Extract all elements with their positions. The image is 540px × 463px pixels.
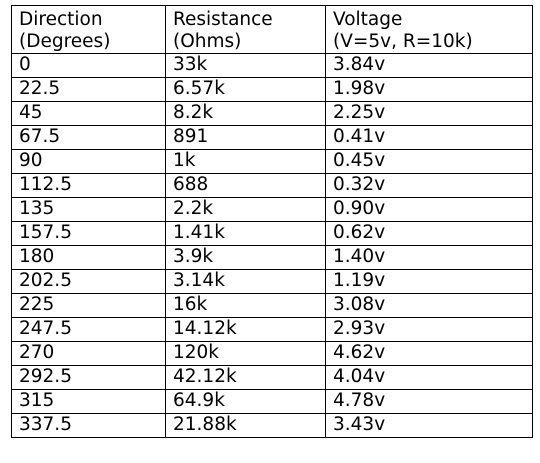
- table-row: 337.5 21.88k 3.43v: [11, 413, 533, 438]
- cell-voltage: 0.41v: [325, 125, 533, 150]
- header-row: Direction (Degrees) Resistance (Ohms) Vo…: [11, 5, 533, 54]
- cell-resistance: 42.12k: [165, 365, 326, 390]
- cell-voltage: 3.08v: [325, 293, 533, 318]
- cell-resistance: 2.2k: [165, 197, 326, 222]
- cell-resistance: 1.41k: [165, 221, 326, 246]
- cell-direction: 337.5: [11, 413, 166, 438]
- cell-voltage: 1.40v: [325, 245, 533, 270]
- table-row: 315 64.9k 4.78v: [11, 389, 533, 414]
- cell-voltage: 3.43v: [325, 413, 533, 438]
- table-row: 112.5 688 0.32v: [11, 173, 533, 198]
- table-row: 157.5 1.41k 0.62v: [11, 221, 533, 246]
- cell-resistance: 8.2k: [165, 101, 326, 126]
- wind-direction-table: Direction (Degrees) Resistance (Ohms) Vo…: [11, 5, 533, 438]
- cell-voltage: 0.62v: [325, 221, 533, 246]
- cell-direction: 247.5: [11, 317, 166, 342]
- cell-voltage: 0.32v: [325, 173, 533, 198]
- table-row: 45 8.2k 2.25v: [11, 101, 533, 126]
- table-row: 90 1k 0.45v: [11, 149, 533, 174]
- cell-resistance: 891: [165, 125, 326, 150]
- cell-direction: 90: [11, 149, 166, 174]
- cell-voltage: 4.78v: [325, 389, 533, 414]
- cell-resistance: 21.88k: [165, 413, 326, 438]
- cell-direction: 157.5: [11, 221, 166, 246]
- cell-direction: 202.5: [11, 269, 166, 294]
- cell-voltage: 3.84v: [325, 53, 533, 78]
- header-direction-line2: (Degrees): [19, 31, 111, 52]
- cell-resistance: 14.12k: [165, 317, 326, 342]
- table-row: 67.5 891 0.41v: [11, 125, 533, 150]
- cell-voltage: 4.04v: [325, 365, 533, 390]
- header-direction-line1: Direction: [19, 9, 103, 30]
- header-voltage-line2: (V=5v, R=10k): [333, 31, 473, 52]
- table-header: Direction (Degrees) Resistance (Ohms) Vo…: [11, 5, 533, 54]
- cell-direction: 180: [11, 245, 166, 270]
- cell-resistance: 3.14k: [165, 269, 326, 294]
- table-row: 0 33k 3.84v: [11, 53, 533, 78]
- header-direction: Direction (Degrees): [11, 5, 166, 54]
- cell-direction: 67.5: [11, 125, 166, 150]
- table-row: 180 3.9k 1.40v: [11, 245, 533, 270]
- table-row: 22.5 6.57k 1.98v: [11, 77, 533, 102]
- cell-voltage: 0.90v: [325, 197, 533, 222]
- header-voltage: Voltage (V=5v, R=10k): [325, 5, 533, 54]
- cell-direction: 292.5: [11, 365, 166, 390]
- table-row: 225 16k 3.08v: [11, 293, 533, 318]
- cell-resistance: 1k: [165, 149, 326, 174]
- cell-resistance: 16k: [165, 293, 326, 318]
- cell-resistance: 3.9k: [165, 245, 326, 270]
- table-body: 0 33k 3.84v 22.5 6.57k 1.98v 45 8.2k 2.2…: [11, 53, 533, 438]
- cell-direction: 22.5: [11, 77, 166, 102]
- cell-resistance: 688: [165, 173, 326, 198]
- cell-resistance: 6.57k: [165, 77, 326, 102]
- table-row: 292.5 42.12k 4.04v: [11, 365, 533, 390]
- cell-direction: 0: [11, 53, 166, 78]
- header-resistance-line2: (Ohms): [173, 31, 242, 52]
- cell-voltage: 0.45v: [325, 149, 533, 174]
- table-row: 270 120k 4.62v: [11, 341, 533, 366]
- table-row: 202.5 3.14k 1.19v: [11, 269, 533, 294]
- cell-direction: 135: [11, 197, 166, 222]
- cell-voltage: 1.98v: [325, 77, 533, 102]
- header-resistance-line1: Resistance: [173, 9, 273, 30]
- cell-resistance: 64.9k: [165, 389, 326, 414]
- cell-voltage: 1.19v: [325, 269, 533, 294]
- cell-direction: 45: [11, 101, 166, 126]
- cell-voltage: 2.25v: [325, 101, 533, 126]
- cell-resistance: 33k: [165, 53, 326, 78]
- header-resistance: Resistance (Ohms): [165, 5, 326, 54]
- cell-voltage: 4.62v: [325, 341, 533, 366]
- cell-direction: 315: [11, 389, 166, 414]
- header-voltage-line1: Voltage: [333, 9, 403, 30]
- table-row: 247.5 14.12k 2.93v: [11, 317, 533, 342]
- cell-resistance: 120k: [165, 341, 326, 366]
- cell-direction: 225: [11, 293, 166, 318]
- cell-voltage: 2.93v: [325, 317, 533, 342]
- cell-direction: 270: [11, 341, 166, 366]
- table-row: 135 2.2k 0.90v: [11, 197, 533, 222]
- cell-direction: 112.5: [11, 173, 166, 198]
